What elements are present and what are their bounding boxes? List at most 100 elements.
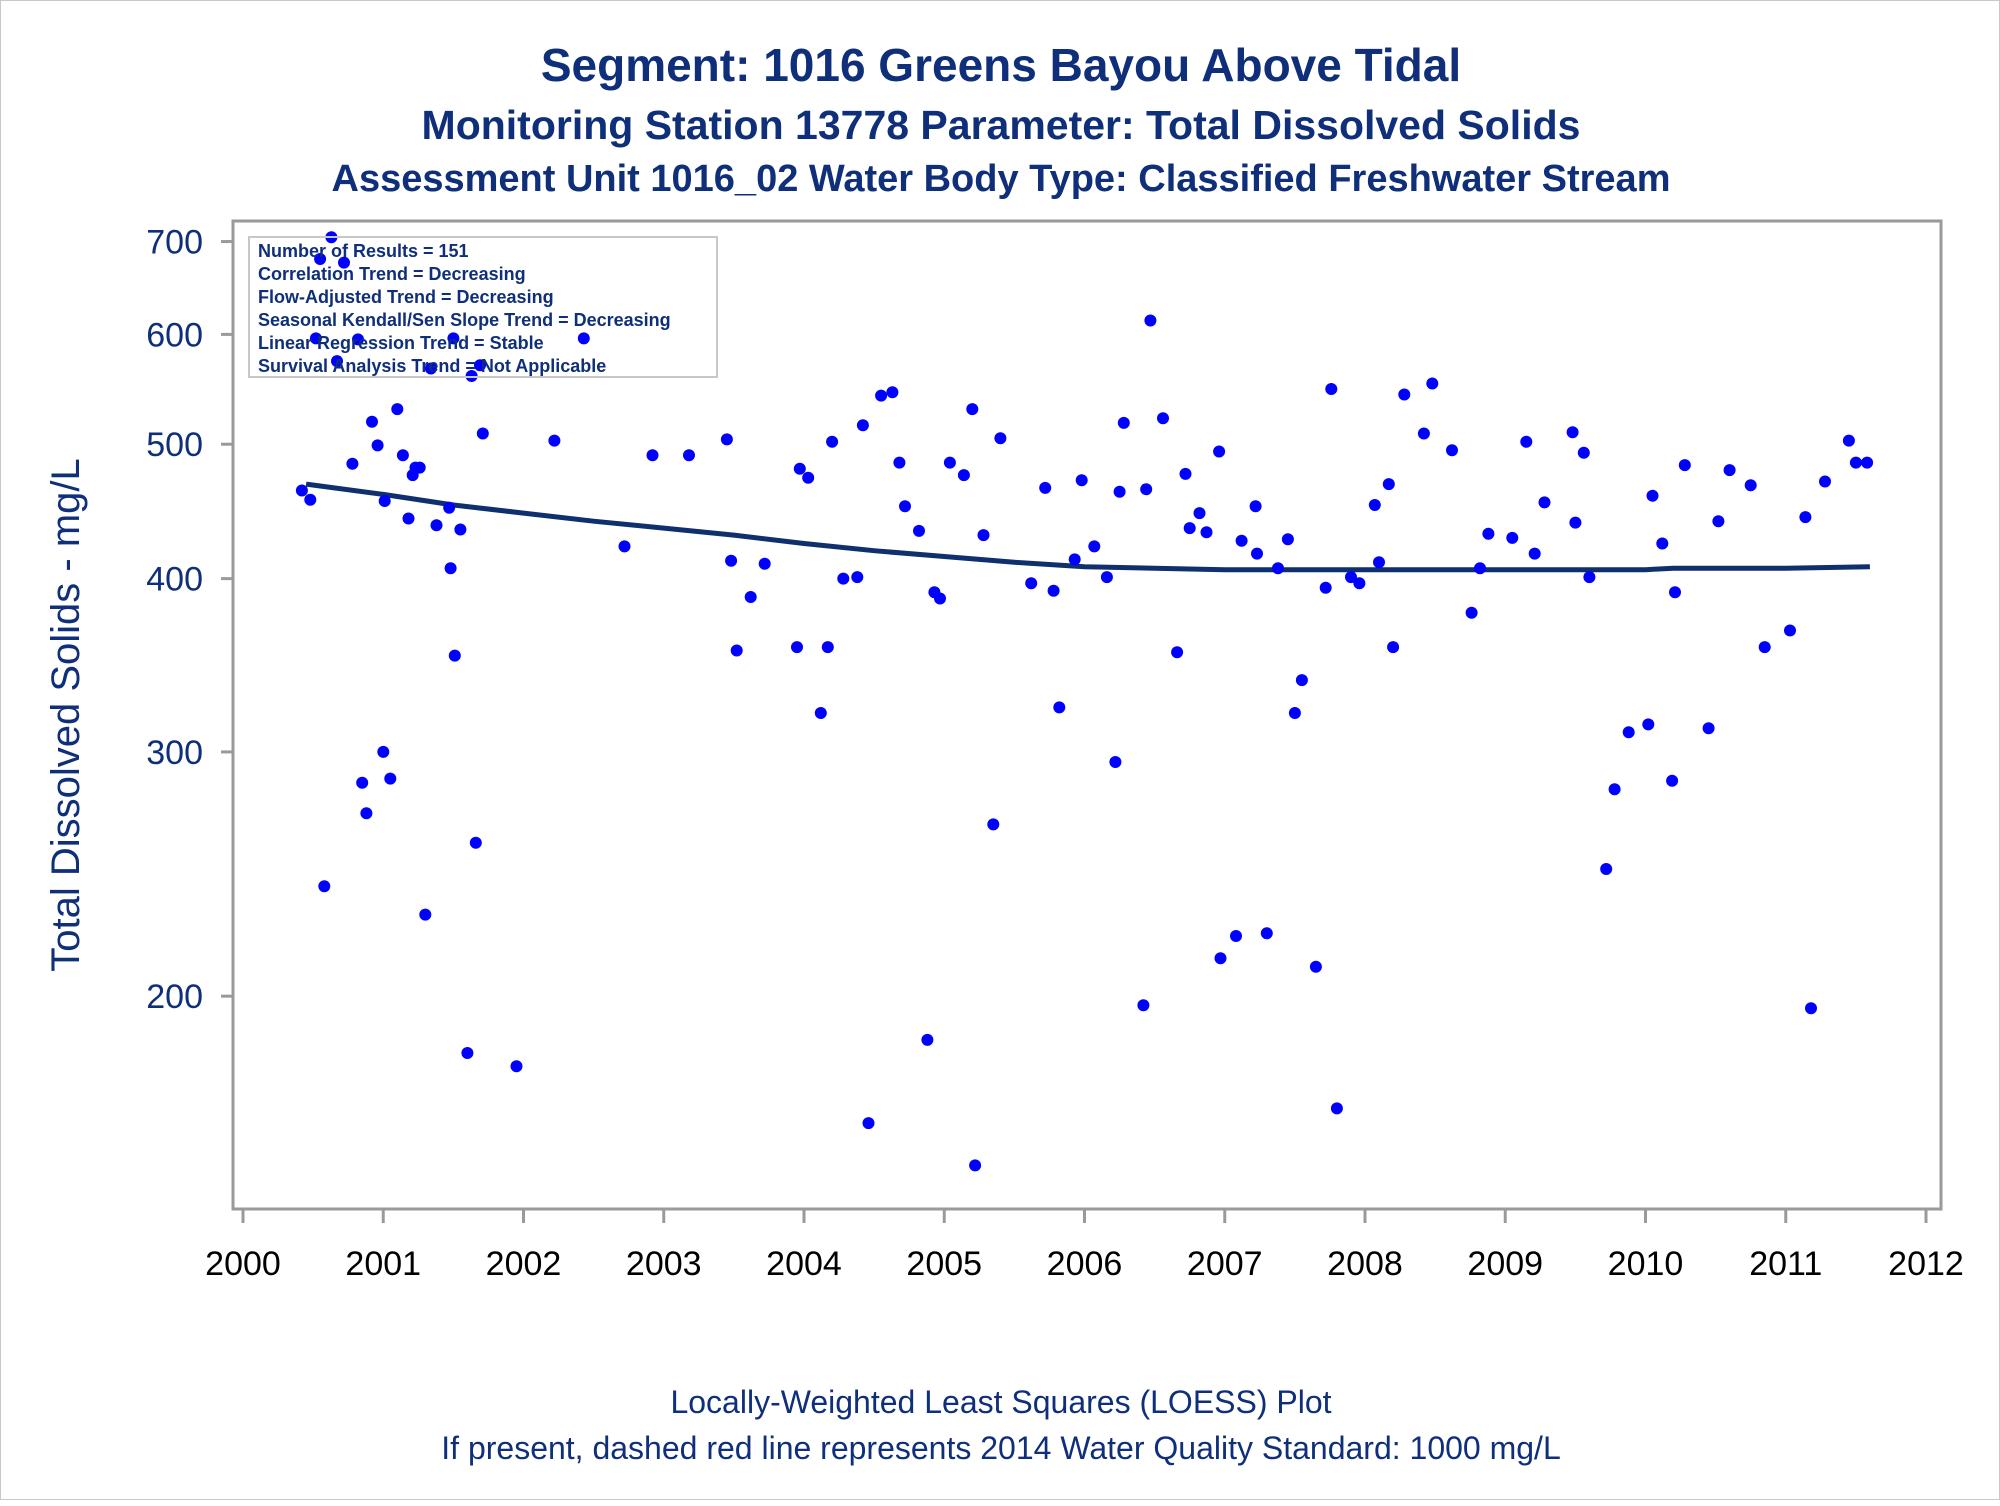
data-point <box>1622 726 1635 739</box>
data-point <box>886 386 899 399</box>
data-point <box>758 557 771 570</box>
x-tick-label-2003: 2003 <box>626 1245 702 1283</box>
legend-linear-regression-trend: Linear Regression Trend = Stable <box>258 333 544 353</box>
data-point <box>1744 479 1757 492</box>
data-point <box>309 332 322 345</box>
data-point <box>1272 562 1284 575</box>
legend-seasonal-kendall-trend: Seasonal Kendall/Sen Slope Trend = Decre… <box>258 310 671 330</box>
data-point <box>1861 456 1874 469</box>
data-point <box>1214 952 1227 965</box>
x-tick-label-2008: 2008 <box>1327 1245 1403 1283</box>
data-point <box>356 776 369 789</box>
data-point <box>1113 485 1126 498</box>
data-point <box>352 333 364 346</box>
data-point <box>1353 577 1366 590</box>
data-point <box>378 495 391 507</box>
data-point <box>1382 478 1395 491</box>
y-tick-label-700: 700 <box>146 224 203 262</box>
data-point <box>1819 475 1831 488</box>
data-point <box>720 433 733 446</box>
data-point <box>1319 581 1332 594</box>
data-point <box>1251 547 1263 560</box>
chart-title: Segment: 1016 Greens Bayou Above Tidal <box>541 39 1461 91</box>
data-point <box>1842 434 1855 447</box>
data-point <box>1784 624 1796 637</box>
data-point <box>1193 507 1206 520</box>
data-point <box>346 457 359 470</box>
data-point <box>856 419 869 432</box>
data-point <box>862 1117 875 1130</box>
chart-subtitle-station: Monitoring Station 13778 Parameter: Tota… <box>422 102 1581 148</box>
data-point <box>1075 474 1088 487</box>
data-point <box>725 554 738 567</box>
data-point <box>1100 571 1113 584</box>
footnote-loess: Locally-Weighted Least Squares (LOESS) P… <box>670 1384 1331 1420</box>
data-point <box>934 592 946 605</box>
data-point <box>893 456 906 469</box>
data-point <box>618 540 631 553</box>
data-point <box>1678 459 1691 472</box>
data-point <box>371 439 384 452</box>
legend-number-of-results: Number of Results = 151 <box>258 241 469 261</box>
data-point <box>1758 641 1771 654</box>
x-tick-label-2009: 2009 <box>1467 1245 1543 1283</box>
x-tick-label-2000: 2000 <box>205 1245 281 1283</box>
data-point <box>1849 456 1862 469</box>
data-point <box>875 389 888 402</box>
data-point <box>1642 718 1655 731</box>
data-point <box>1528 547 1541 560</box>
data-point <box>987 818 1000 831</box>
y-tick-label-500: 500 <box>146 426 203 464</box>
data-point <box>899 500 911 513</box>
data-point <box>1417 427 1430 440</box>
y-axis: 200 300 400 500 600 700 <box>146 224 233 1016</box>
data-point <box>444 562 457 575</box>
data-point <box>802 471 815 484</box>
x-tick-label-2011: 2011 <box>1749 1245 1822 1283</box>
data-point <box>826 435 839 448</box>
data-point <box>1288 707 1301 719</box>
data-point <box>1068 553 1081 566</box>
data-point <box>443 501 456 514</box>
data-point <box>1260 927 1273 940</box>
data-point <box>413 461 426 474</box>
footnote-standard: If present, dashed red line represents 2… <box>441 1430 1560 1466</box>
data-point <box>1712 515 1725 528</box>
data-point <box>1088 540 1101 553</box>
data-point <box>1330 1102 1343 1115</box>
chart-subtitle-assessment: Assessment Unit 1016_02 Water Body Type:… <box>332 158 1671 200</box>
data-point <box>391 403 404 416</box>
data-point <box>1373 556 1385 569</box>
x-tick-label-2001: 2001 <box>345 1245 421 1283</box>
data-point <box>1281 533 1294 546</box>
y-tick-label-400: 400 <box>146 561 203 599</box>
data-point <box>1213 445 1226 458</box>
data-point <box>314 253 327 265</box>
data-point <box>1345 571 1357 584</box>
data-point <box>969 1159 982 1172</box>
data-point <box>1039 481 1052 494</box>
x-tick-label-2004: 2004 <box>766 1245 842 1283</box>
data-point <box>1295 674 1308 687</box>
data-point <box>1465 606 1478 619</box>
data-point <box>510 1060 523 1073</box>
data-point <box>577 332 590 345</box>
data-point <box>1666 774 1679 787</box>
data-point <box>295 484 308 497</box>
data-point <box>837 572 850 585</box>
data-point <box>469 836 482 849</box>
data-point <box>1600 863 1613 875</box>
data-point <box>1183 522 1196 535</box>
data-point <box>1325 383 1338 395</box>
data-point <box>1506 531 1519 544</box>
data-point <box>1200 526 1213 539</box>
data-point <box>424 362 437 375</box>
data-point <box>1608 783 1621 796</box>
data-point <box>1157 412 1169 425</box>
plot-area-border <box>231 219 1943 1211</box>
data-point <box>384 772 397 785</box>
x-axis: 2000 2001 2002 2003 2004 2005 2006 2007 2008 2009… <box>205 1209 1964 1283</box>
data-point <box>1474 562 1486 575</box>
data-point <box>1309 960 1322 973</box>
data-point <box>744 591 757 603</box>
